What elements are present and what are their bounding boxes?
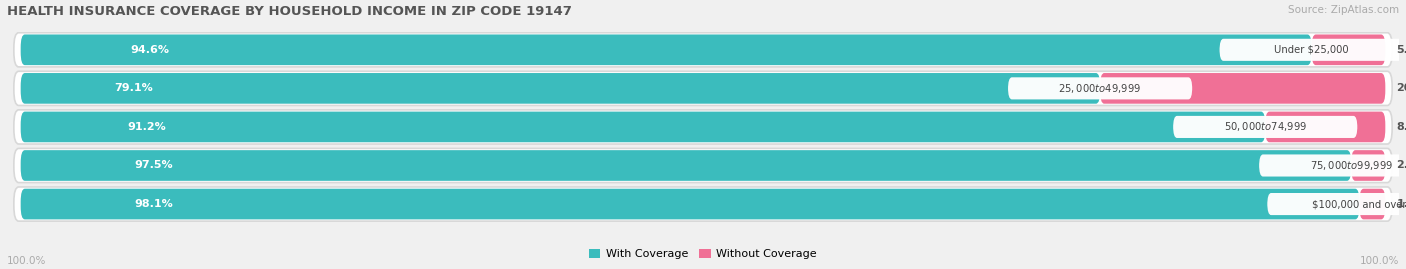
FancyBboxPatch shape — [21, 150, 1351, 181]
Text: 94.6%: 94.6% — [131, 45, 170, 55]
Text: 1.9%: 1.9% — [1396, 199, 1406, 209]
Text: 100.0%: 100.0% — [1360, 256, 1399, 266]
Text: $25,000 to $49,999: $25,000 to $49,999 — [1059, 82, 1142, 95]
FancyBboxPatch shape — [21, 112, 1265, 142]
Text: 98.1%: 98.1% — [135, 199, 173, 209]
FancyBboxPatch shape — [1099, 73, 1385, 104]
FancyBboxPatch shape — [1267, 193, 1406, 215]
Text: 2.5%: 2.5% — [1396, 161, 1406, 171]
Text: $100,000 and over: $100,000 and over — [1312, 199, 1406, 209]
FancyBboxPatch shape — [21, 73, 1099, 104]
FancyBboxPatch shape — [1260, 154, 1406, 176]
FancyBboxPatch shape — [1265, 112, 1385, 142]
Text: 91.2%: 91.2% — [127, 122, 166, 132]
Text: Source: ZipAtlas.com: Source: ZipAtlas.com — [1288, 5, 1399, 15]
FancyBboxPatch shape — [1173, 116, 1357, 138]
FancyBboxPatch shape — [1351, 150, 1385, 181]
FancyBboxPatch shape — [14, 110, 1392, 144]
FancyBboxPatch shape — [1312, 34, 1385, 65]
Text: 8.8%: 8.8% — [1396, 122, 1406, 132]
Text: HEALTH INSURANCE COVERAGE BY HOUSEHOLD INCOME IN ZIP CODE 19147: HEALTH INSURANCE COVERAGE BY HOUSEHOLD I… — [7, 5, 572, 18]
FancyBboxPatch shape — [1360, 189, 1385, 220]
FancyBboxPatch shape — [14, 148, 1392, 183]
FancyBboxPatch shape — [1219, 39, 1403, 61]
Legend: With Coverage, Without Coverage: With Coverage, Without Coverage — [585, 244, 821, 263]
FancyBboxPatch shape — [14, 71, 1392, 105]
FancyBboxPatch shape — [14, 33, 1392, 67]
Text: $75,000 to $99,999: $75,000 to $99,999 — [1309, 159, 1393, 172]
FancyBboxPatch shape — [21, 189, 1360, 220]
Text: 20.9%: 20.9% — [1396, 83, 1406, 93]
FancyBboxPatch shape — [1008, 77, 1192, 100]
Text: 79.1%: 79.1% — [114, 83, 153, 93]
Text: 5.4%: 5.4% — [1396, 45, 1406, 55]
FancyBboxPatch shape — [14, 187, 1392, 221]
FancyBboxPatch shape — [21, 34, 1312, 65]
Text: Under $25,000: Under $25,000 — [1274, 45, 1348, 55]
Text: 100.0%: 100.0% — [7, 256, 46, 266]
Text: 97.5%: 97.5% — [134, 161, 173, 171]
Text: $50,000 to $74,999: $50,000 to $74,999 — [1223, 121, 1306, 133]
